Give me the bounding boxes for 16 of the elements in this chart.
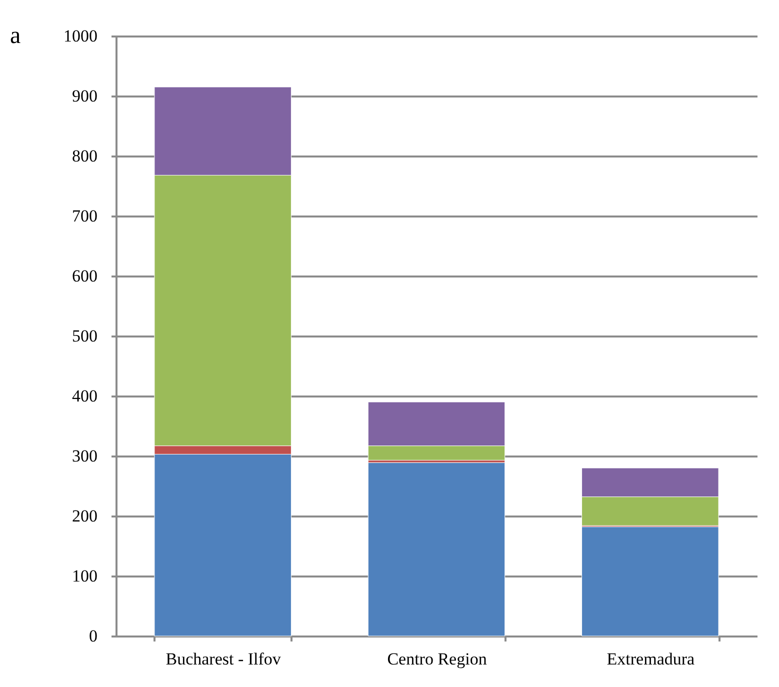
y-tick-label: 1000 bbox=[64, 26, 98, 46]
y-tick-label: 200 bbox=[72, 506, 98, 526]
y-tick-label: 800 bbox=[72, 146, 98, 166]
y-tick-label: 900 bbox=[72, 86, 98, 106]
text: a bbox=[10, 23, 21, 49]
bar bbox=[368, 462, 506, 636]
x-tick-label: Extremadura bbox=[606, 650, 696, 668]
y-tick-label: 500 bbox=[72, 326, 98, 346]
y-tick-label: 300 bbox=[72, 446, 98, 466]
y-tick-label: 100 bbox=[72, 566, 98, 586]
x-tick-label: Centro Region bbox=[387, 650, 488, 668]
y-tick-label: 400 bbox=[72, 386, 98, 406]
x-tick-label: Bucharest - Ilfov bbox=[166, 650, 282, 668]
y-tick-label: 700 bbox=[72, 206, 98, 226]
y-tick-label: 600 bbox=[72, 266, 98, 286]
y-tick-label: 0 bbox=[89, 626, 98, 646]
